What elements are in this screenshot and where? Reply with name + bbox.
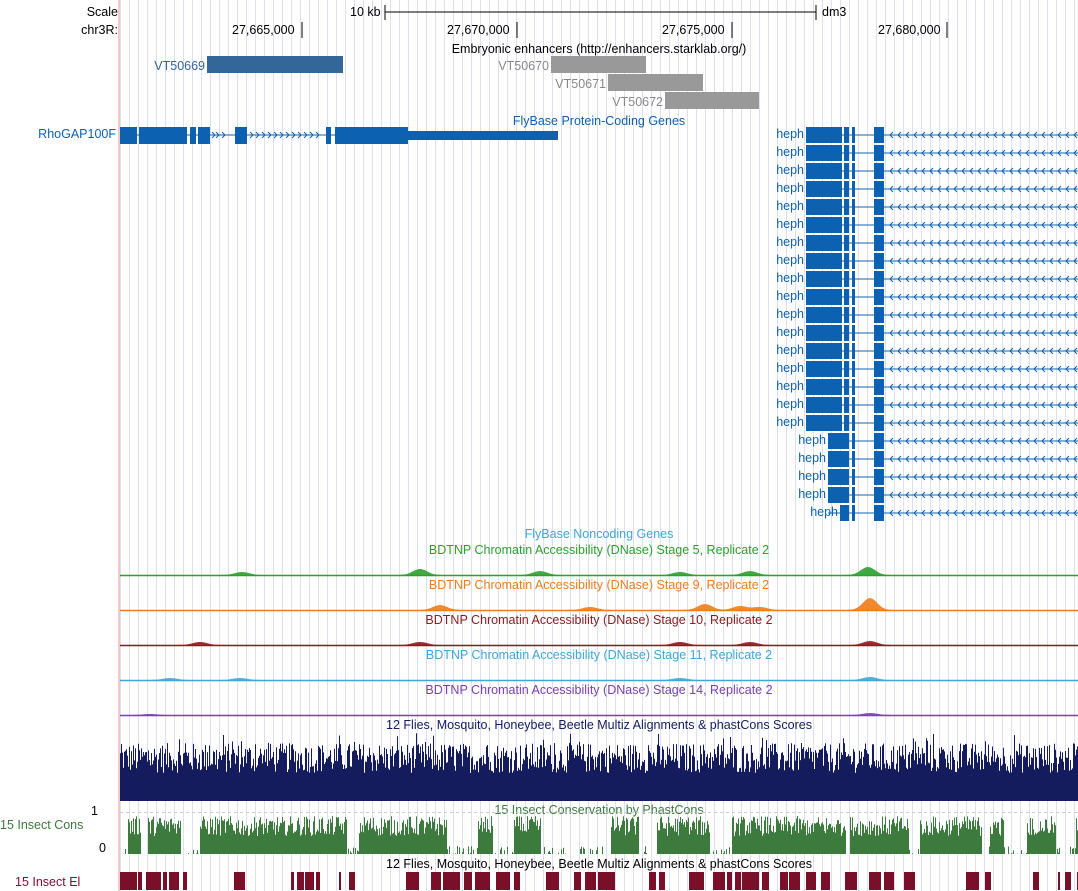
heph-transcript[interactable] bbox=[828, 505, 1078, 521]
heph-transcript[interactable] bbox=[806, 343, 1078, 359]
enhancer-feature-vt50671[interactable] bbox=[608, 74, 703, 91]
gene-label-heph[interactable]: heph bbox=[776, 397, 804, 411]
gene-label-heph[interactable]: heph bbox=[776, 181, 804, 195]
enhancer-label-vt50670[interactable]: VT50670 bbox=[498, 59, 549, 73]
heph-transcript[interactable] bbox=[806, 379, 1078, 395]
noncoding-track-title[interactable]: FlyBase Noncoding Genes bbox=[524, 527, 674, 541]
chrom-label: chr3R: bbox=[81, 23, 118, 37]
enhancer-label-vt50669[interactable]: VT50669 bbox=[154, 59, 205, 73]
enhancer-feature-vt50670[interactable] bbox=[551, 56, 646, 73]
ruler-tick-label: 27,680,000 bbox=[878, 23, 941, 37]
heph-transcript[interactable] bbox=[806, 397, 1078, 413]
dnase-stage14-signal[interactable] bbox=[120, 697, 1078, 717]
gene-label-heph[interactable]: heph bbox=[776, 235, 804, 249]
scale-bar-label: 10 kb bbox=[350, 5, 381, 19]
multiz-track-title[interactable]: 12 Flies, Mosquito, Honeybee, Beetle Mul… bbox=[386, 718, 812, 732]
heph-transcript[interactable] bbox=[806, 325, 1078, 341]
gene-label-heph[interactable]: heph bbox=[776, 145, 804, 159]
enhancer-feature-vt50672[interactable] bbox=[665, 92, 759, 109]
heph-transcript[interactable] bbox=[806, 289, 1078, 305]
ruler-tick-label: 27,670,000 bbox=[447, 23, 510, 37]
gene-label-heph[interactable]: heph bbox=[776, 361, 804, 375]
gene-label-heph[interactable]: heph bbox=[776, 163, 804, 177]
heph-transcript[interactable] bbox=[806, 361, 1078, 377]
heph-transcript[interactable] bbox=[806, 199, 1078, 215]
gene-label-heph[interactable]: heph bbox=[798, 433, 826, 447]
heph-transcript[interactable] bbox=[806, 163, 1078, 179]
gene-label-heph[interactable]: heph bbox=[776, 127, 804, 141]
dnase-stage5-title[interactable]: BDTNP Chromatin Accessibility (DNase) St… bbox=[428, 543, 770, 557]
enhancers-track-title[interactable]: Embryonic enhancers (http://enhancers.st… bbox=[451, 42, 747, 56]
multiz-conservation-signal[interactable] bbox=[120, 733, 1078, 803]
heph-transcript[interactable] bbox=[806, 415, 1078, 431]
heph-transcript[interactable] bbox=[806, 217, 1078, 233]
gene-label-heph[interactable]: heph bbox=[776, 217, 804, 231]
gene-label-heph[interactable]: heph bbox=[776, 199, 804, 213]
side-label-panel: Scale chr3R: RhoGAP100F 1 15 Insect Cons… bbox=[0, 0, 118, 891]
heph-transcript[interactable] bbox=[828, 469, 1078, 485]
dnase-stage5-signal[interactable] bbox=[120, 557, 1078, 577]
dnase-stage10-title[interactable]: BDTNP Chromatin Accessibility (DNase) St… bbox=[425, 613, 773, 627]
enhancer-label-vt50671[interactable]: VT50671 bbox=[555, 77, 606, 91]
dnase-stage9-signal[interactable] bbox=[120, 592, 1078, 612]
ruler-tick-label: 27,675,000 bbox=[662, 23, 725, 37]
gene-label-heph[interactable]: heph bbox=[776, 253, 804, 267]
dnase-stage10-signal[interactable] bbox=[120, 627, 1078, 647]
phastcons-axis-max: 1 bbox=[91, 804, 98, 818]
gene-label-heph[interactable]: heph bbox=[776, 415, 804, 429]
label-divider bbox=[118, 0, 120, 891]
gene-label-heph[interactable]: heph bbox=[776, 325, 804, 339]
heph-gene-models[interactable] bbox=[120, 126, 1078, 526]
heph-transcript[interactable] bbox=[806, 271, 1078, 287]
dnase-stage11-title[interactable]: BDTNP Chromatin Accessibility (DNase) St… bbox=[425, 648, 773, 662]
base-position-ruler bbox=[301, 5, 948, 38]
heph-transcript[interactable] bbox=[806, 235, 1078, 251]
gene-label-heph[interactable]: heph bbox=[798, 451, 826, 465]
ruler-tick-label: 27,665,000 bbox=[232, 23, 295, 37]
gene-label-heph[interactable]: heph bbox=[776, 289, 804, 303]
heph-transcript[interactable] bbox=[806, 181, 1078, 197]
scale-label: Scale bbox=[86, 5, 118, 19]
phastcons-signal[interactable] bbox=[120, 812, 1078, 856]
gene-label-heph[interactable]: heph bbox=[776, 379, 804, 393]
heph-transcript[interactable] bbox=[828, 433, 1078, 449]
dnase-stage11-signal[interactable] bbox=[120, 662, 1078, 682]
gene-label-heph[interactable]: heph bbox=[798, 469, 826, 483]
heph-transcript[interactable] bbox=[828, 487, 1078, 503]
phastcons-axis-min: 0 bbox=[99, 841, 106, 855]
heph-transcript[interactable] bbox=[806, 145, 1078, 161]
dnase-stage9-title[interactable]: BDTNP Chromatin Accessibility (DNase) St… bbox=[428, 578, 770, 592]
gene-label-heph[interactable]: heph bbox=[798, 487, 826, 501]
dnase-stage14-title[interactable]: BDTNP Chromatin Accessibility (DNase) St… bbox=[425, 683, 773, 697]
gene-label-heph[interactable]: heph bbox=[776, 307, 804, 321]
gene-label-heph[interactable]: heph bbox=[776, 343, 804, 357]
gene-label-rhogap100f[interactable]: RhoGAP100F bbox=[38, 127, 116, 141]
enhancer-feature-vt50669[interactable] bbox=[207, 56, 343, 73]
genes-track-title[interactable]: FlyBase Protein-Coding Genes bbox=[512, 114, 686, 128]
heph-transcript[interactable] bbox=[828, 451, 1078, 467]
gene-label-heph[interactable]: heph bbox=[810, 505, 838, 519]
guide-lines bbox=[120, 0, 1075, 891]
elements-track-title[interactable]: 12 Flies, Mosquito, Honeybee, Beetle Mul… bbox=[386, 857, 812, 871]
phastcons-track-title[interactable]: 15 Insect Conservation by PhastCons bbox=[494, 803, 704, 817]
track-view[interactable]: 10 kb dm3 27,665,000 27,670,000 27,675,0… bbox=[120, 0, 1078, 891]
elements-side-label[interactable]: 15 Insect El bbox=[15, 875, 81, 889]
conserved-elements-track[interactable] bbox=[120, 872, 1078, 891]
heph-transcript[interactable] bbox=[806, 253, 1078, 269]
heph-transcript[interactable] bbox=[806, 307, 1078, 323]
enhancer-label-vt50672[interactable]: VT50672 bbox=[612, 95, 663, 109]
heph-transcript[interactable] bbox=[806, 127, 1078, 143]
gene-model-rhogap100f[interactable] bbox=[120, 126, 1078, 146]
gene-label-heph[interactable]: heph bbox=[776, 271, 804, 285]
enhancers-track bbox=[207, 56, 759, 109]
phastcons-side-label[interactable]: 15 Insect Cons bbox=[0, 818, 84, 832]
assembly-label: dm3 bbox=[822, 5, 847, 19]
